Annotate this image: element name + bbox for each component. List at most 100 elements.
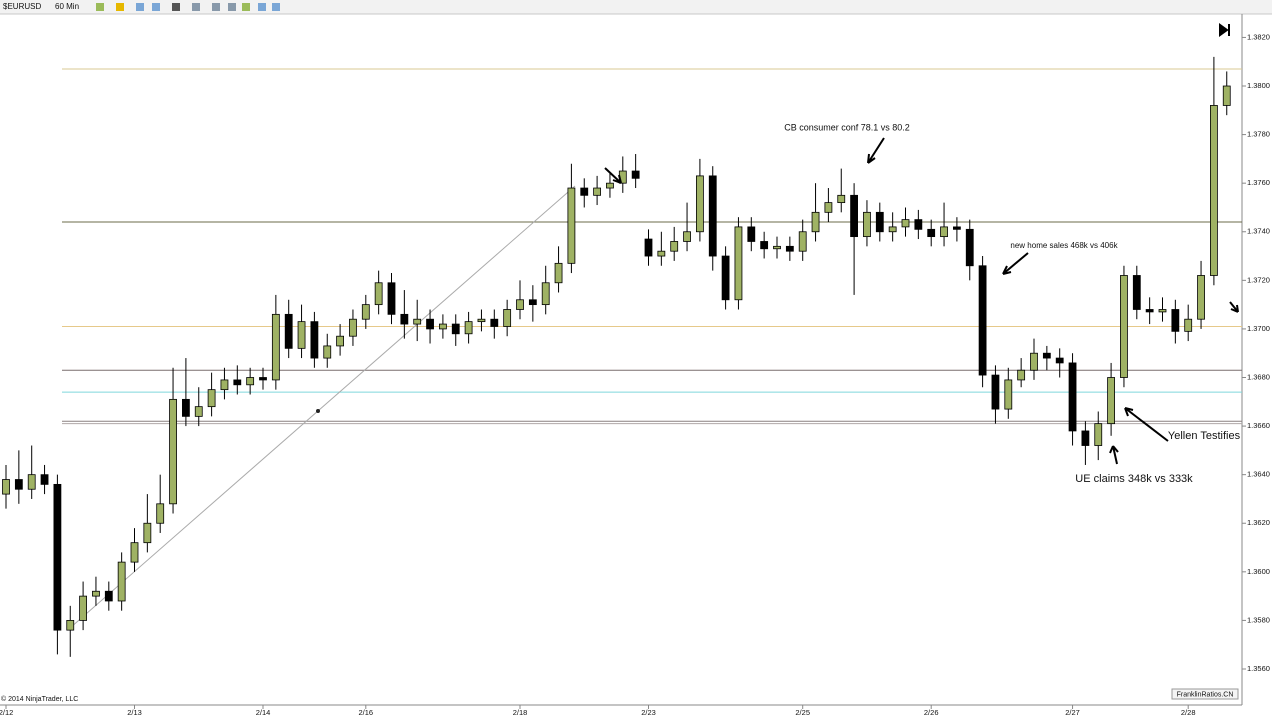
- annotation: new home sales 468k vs 406k: [1010, 241, 1118, 250]
- candle-body: [824, 202, 833, 213]
- candle-body: [117, 561, 126, 602]
- candle-body: [1222, 85, 1231, 106]
- toolbar-icons: [96, 3, 280, 11]
- candle-body: [194, 406, 203, 417]
- annotation: Yellen Testifies: [1168, 430, 1241, 442]
- candle-body: [541, 282, 550, 306]
- candle-body: [670, 241, 679, 252]
- candles: [2, 56, 1231, 657]
- candle-body: [516, 299, 524, 310]
- x-tick-label: 2/26: [924, 708, 939, 717]
- candle-body: [850, 194, 858, 238]
- candle-body: [657, 250, 666, 257]
- x-tick-label: 2/27: [1065, 708, 1080, 717]
- tool-icon[interactable]: [152, 3, 160, 11]
- instrument[interactable]: $EURUSD: [3, 2, 41, 11]
- x-axis: 2/12 2/13 2/14 2/16 2/18 2/23 2/25 2/26 2/27 2/28: [0, 705, 1196, 717]
- candle-body: [27, 474, 36, 490]
- candle-body: [914, 219, 923, 230]
- y-tick-label: 1.3780: [1247, 130, 1270, 139]
- candle-body: [785, 245, 794, 252]
- x-tick-label: 2/14: [256, 708, 271, 717]
- y-tick-label: 1.3660: [1247, 421, 1270, 430]
- candle-body: [965, 228, 974, 267]
- y-tick-label: 1.3600: [1247, 567, 1270, 576]
- candle-body: [374, 282, 383, 306]
- candle-body: [1004, 379, 1013, 410]
- x-tick-label: 2/16: [358, 708, 373, 717]
- y-tick-label: 1.3760: [1247, 178, 1270, 187]
- candle-body: [760, 241, 769, 250]
- tool-icon[interactable]: [272, 3, 280, 11]
- tool-icon[interactable]: [228, 3, 236, 11]
- candle-body: [863, 211, 871, 238]
- candle-body: [40, 474, 49, 485]
- y-tick-label: 1.3640: [1247, 470, 1270, 479]
- candle-body: [811, 211, 820, 233]
- candle-body: [1055, 357, 1064, 364]
- candle-body: [169, 398, 177, 505]
- candle-body: [747, 226, 756, 242]
- candle-body: [773, 245, 781, 250]
- candle-body: [349, 318, 357, 337]
- candle-body: [104, 590, 113, 602]
- x-tick-label: 2/18: [513, 708, 528, 717]
- trend-line: [69, 185, 576, 629]
- candle-body: [1094, 423, 1103, 446]
- annotation-arrows: [604, 137, 1239, 465]
- candle-body: [156, 503, 165, 524]
- tool-icon[interactable]: [258, 3, 266, 11]
- candle-body: [1197, 275, 1205, 320]
- candle-body: [92, 590, 100, 597]
- candle-body: [978, 265, 987, 376]
- x-tick-label: 2/28: [1181, 708, 1196, 717]
- y-tick-label: 1.3580: [1247, 615, 1270, 624]
- candle-body: [323, 345, 332, 359]
- candle-body: [798, 231, 807, 252]
- candle-body: [477, 318, 486, 323]
- candle-body: [451, 323, 460, 335]
- y-tick-label: 1.3720: [1247, 275, 1270, 284]
- candle-body: [438, 323, 447, 330]
- candle-body: [79, 595, 87, 621]
- candle-body: [1017, 369, 1026, 381]
- candle-body: [1158, 309, 1167, 313]
- candle-body: [361, 304, 370, 320]
- candle-body: [1068, 362, 1077, 432]
- y-tick-label: 1.3700: [1247, 324, 1270, 333]
- candle-body: [1145, 309, 1154, 313]
- candle-body: [1030, 352, 1038, 371]
- tool-icon[interactable]: [136, 3, 144, 11]
- y-tick-label: 1.3620: [1247, 518, 1270, 527]
- tool-icon[interactable]: [96, 3, 104, 11]
- arrow: [1002, 252, 1029, 275]
- candle-body: [567, 187, 576, 264]
- candle-body: [606, 182, 614, 189]
- candle-body: [734, 226, 743, 301]
- x-tick-label: 2/25: [795, 708, 810, 717]
- candle-body: [940, 226, 948, 238]
- candle-body: [220, 379, 229, 391]
- tool-icon[interactable]: [212, 3, 220, 11]
- tool-icon[interactable]: [242, 3, 250, 11]
- candle-body: [1120, 275, 1128, 378]
- annotation: UE claims 348k vs 333k: [1075, 473, 1193, 485]
- candle-body: [631, 170, 640, 179]
- candle-body: [413, 318, 422, 325]
- levels: [62, 68, 1242, 425]
- candle-body: [901, 219, 910, 228]
- tool-icon[interactable]: [172, 3, 180, 11]
- arrow: [604, 167, 622, 184]
- x-tick-label: 2/13: [127, 708, 142, 717]
- tool-icon[interactable]: [116, 3, 124, 11]
- candle-body: [271, 313, 280, 381]
- scroll-end-button[interactable]: [1219, 23, 1230, 37]
- arrow: [1124, 407, 1169, 442]
- candle-body: [336, 335, 345, 347]
- interval[interactable]: 60 Min: [55, 2, 79, 11]
- marker-dot: [316, 409, 320, 413]
- tool-icon[interactable]: [192, 3, 200, 11]
- arrow: [867, 137, 885, 164]
